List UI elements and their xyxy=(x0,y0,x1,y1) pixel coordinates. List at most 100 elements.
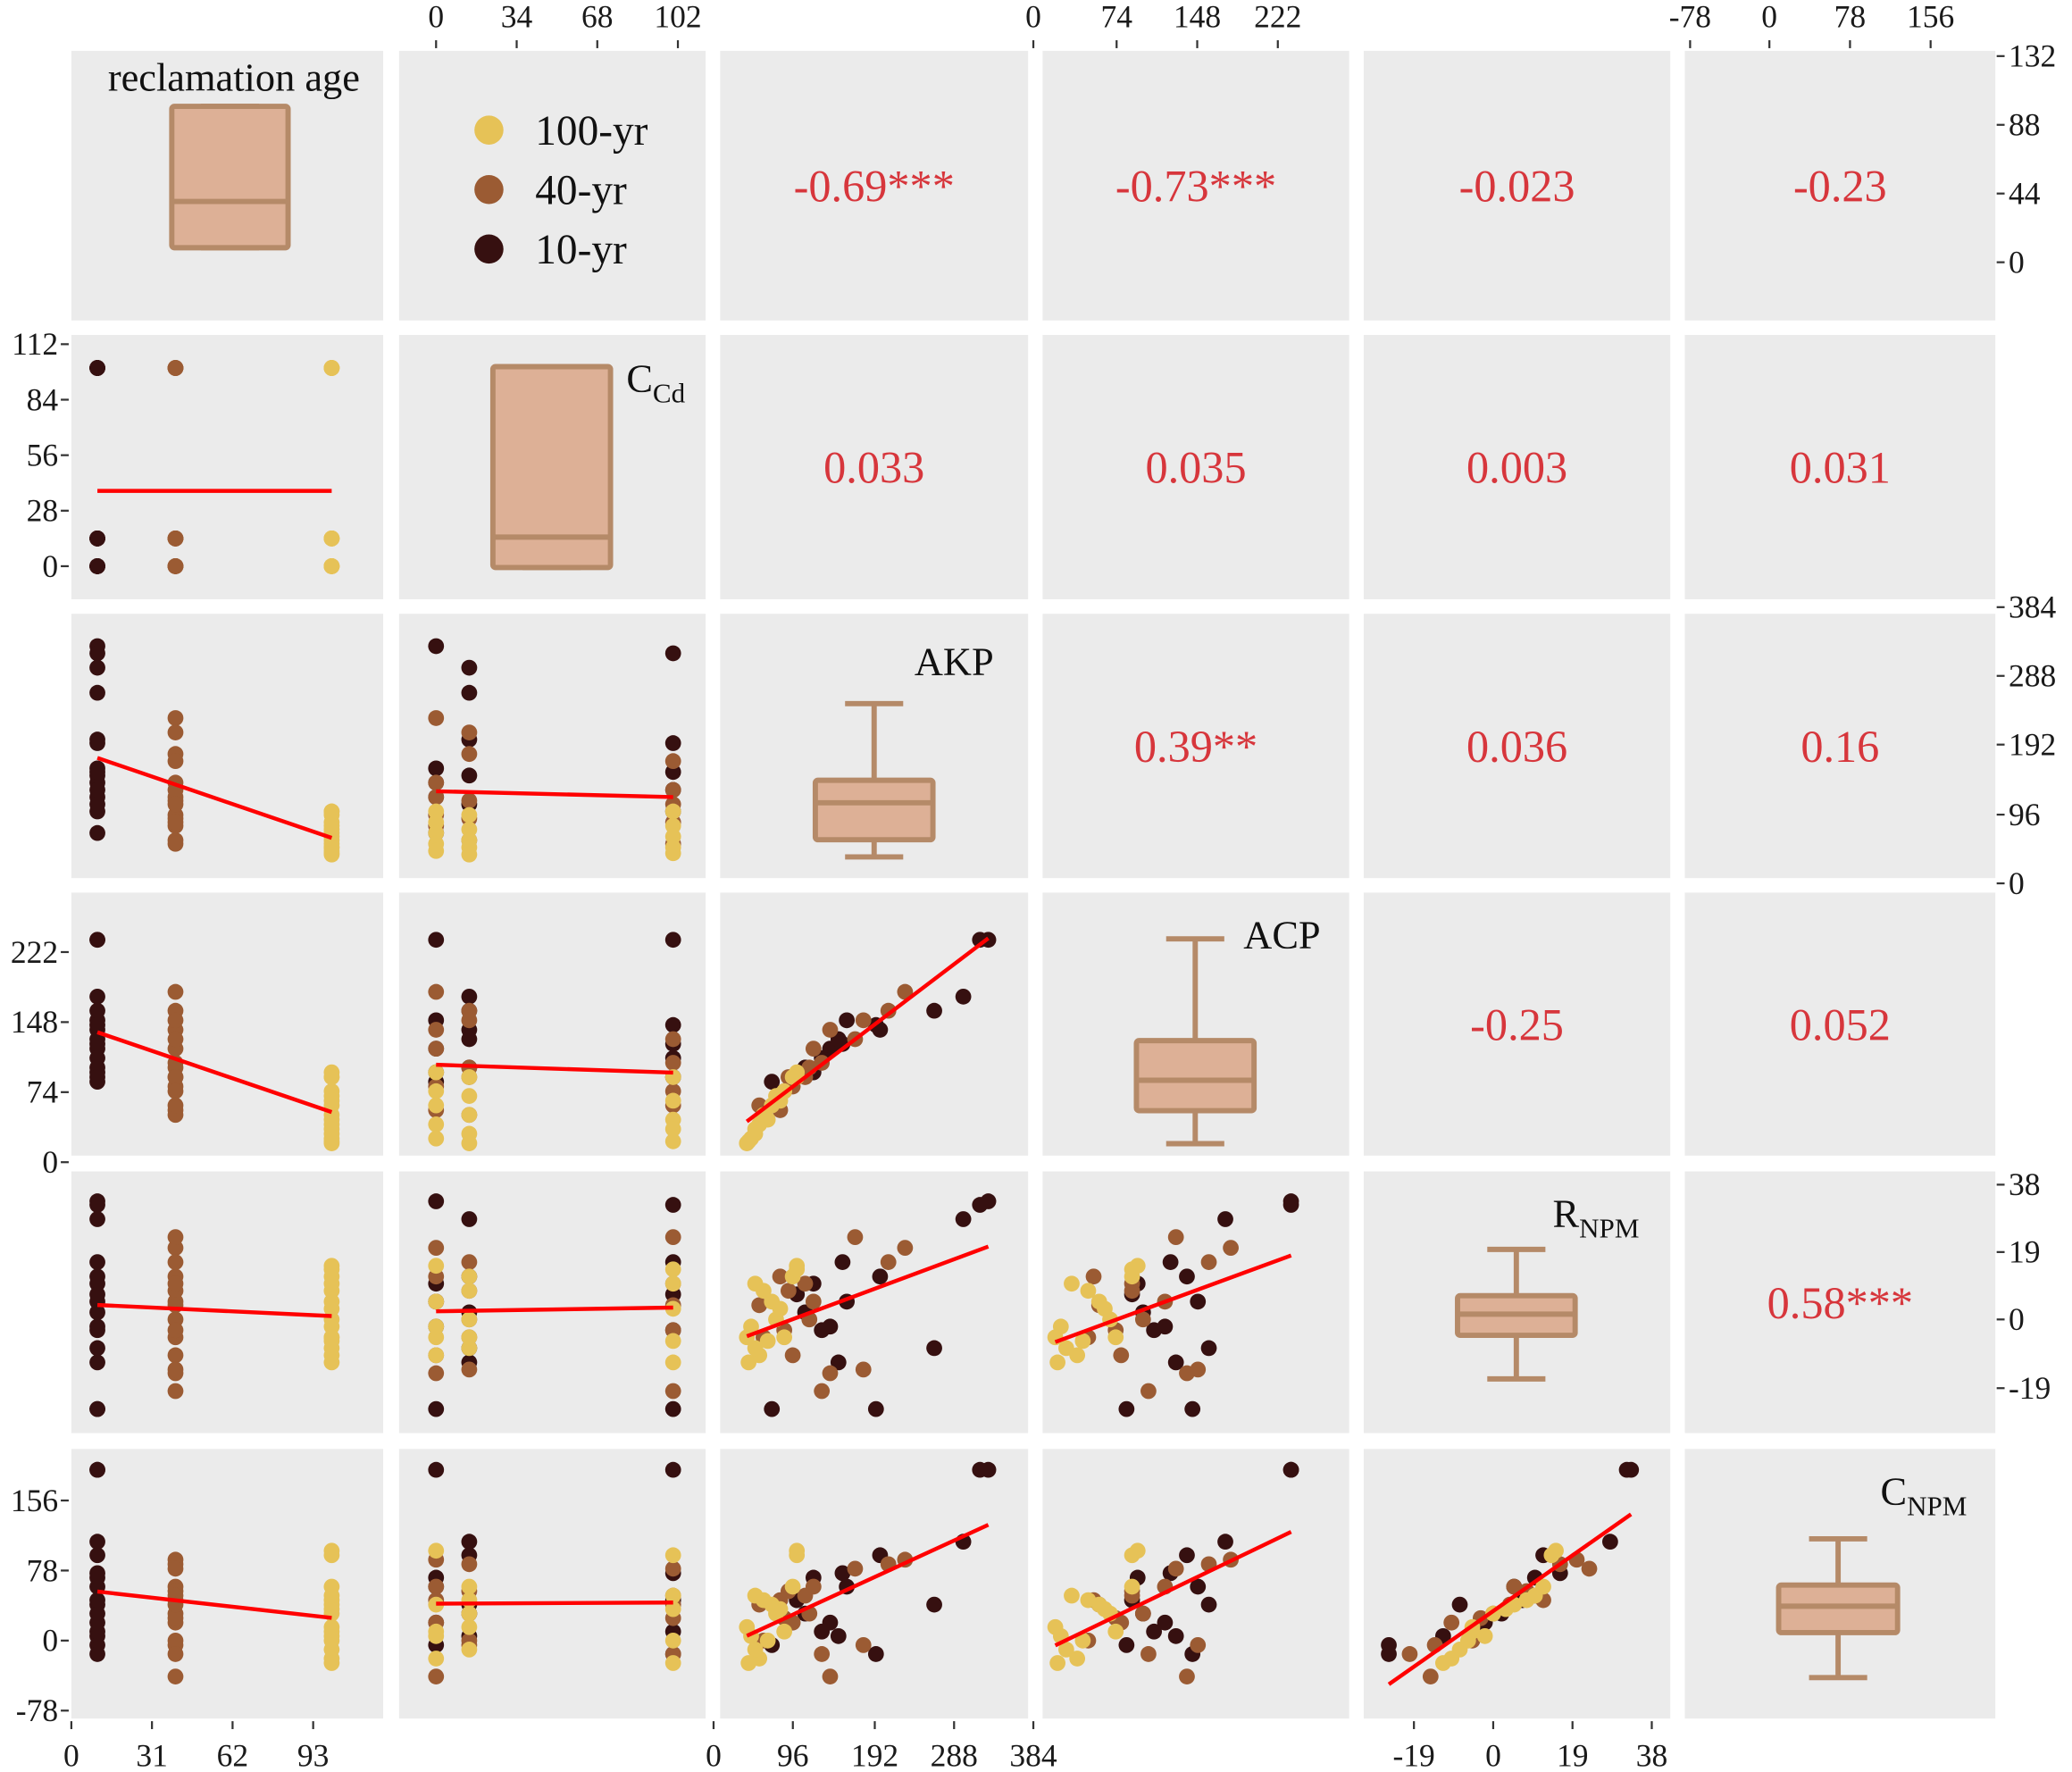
axis-tick-label: 74 xyxy=(27,1074,59,1110)
data-point xyxy=(89,659,105,676)
data-point xyxy=(1167,1560,1184,1577)
data-point xyxy=(1543,1547,1560,1564)
data-point xyxy=(847,1560,864,1577)
variable-label: reclamation age xyxy=(108,54,360,99)
data-point xyxy=(1179,1268,1195,1285)
data-point xyxy=(764,1074,781,1091)
data-point xyxy=(664,828,681,845)
data-point xyxy=(1113,1347,1130,1364)
data-point xyxy=(1080,1592,1097,1609)
data-point xyxy=(89,824,105,841)
data-point xyxy=(167,1383,184,1400)
data-point xyxy=(805,1293,822,1310)
data-point xyxy=(664,1383,681,1400)
data-point xyxy=(461,1268,478,1285)
data-point xyxy=(89,1268,105,1285)
legend-label: 100-yr xyxy=(535,108,648,155)
axis-tick-label: -19 xyxy=(2009,1370,2051,1406)
panel-r4-c6 xyxy=(1684,892,1996,1156)
data-point xyxy=(664,1547,681,1564)
data-point xyxy=(1146,1322,1163,1339)
data-point xyxy=(323,845,340,862)
regression-line xyxy=(745,936,990,1124)
data-point xyxy=(461,659,478,676)
data-point xyxy=(1217,1211,1233,1227)
data-point xyxy=(784,1347,801,1364)
axis-tick-label: 96 xyxy=(777,1737,809,1772)
data-point xyxy=(89,530,105,547)
data-point xyxy=(89,1623,105,1640)
correlation-label: 0.052 xyxy=(1790,999,1891,1049)
legend-swatch xyxy=(474,115,504,145)
data-point xyxy=(167,1082,184,1099)
correlation-label: 0.58*** xyxy=(1767,1278,1913,1328)
data-point xyxy=(428,1542,445,1559)
data-point xyxy=(461,1088,478,1104)
data-point xyxy=(955,988,972,1005)
axis-tick-label: 0 xyxy=(1761,0,1777,34)
data-point xyxy=(1223,1240,1239,1256)
correlation-label: -0.25 xyxy=(1470,999,1564,1049)
data-point xyxy=(772,1300,789,1317)
data-point xyxy=(461,846,478,863)
data-point xyxy=(89,764,105,781)
data-point xyxy=(1381,1646,1397,1662)
panel-r4-c2 xyxy=(398,892,706,1156)
data-point xyxy=(461,1361,478,1378)
data-point xyxy=(428,1461,445,1478)
data-point xyxy=(89,1035,105,1052)
data-point xyxy=(323,1655,340,1671)
data-point xyxy=(664,845,681,862)
correlation-label: -0.23 xyxy=(1793,162,1887,212)
data-point xyxy=(834,1254,851,1270)
data-point xyxy=(1581,1560,1598,1577)
data-point xyxy=(664,1632,681,1649)
variable-name: AKP xyxy=(915,639,994,683)
data-point xyxy=(428,824,445,841)
data-point xyxy=(1443,1614,1460,1631)
data-point xyxy=(814,1646,831,1662)
data-point xyxy=(1200,1254,1217,1270)
data-point xyxy=(461,1211,478,1227)
variable-label: AKP xyxy=(915,639,994,683)
data-point xyxy=(461,807,478,823)
data-point xyxy=(1074,1632,1091,1649)
axis-tick-label: 84 xyxy=(27,381,59,417)
data-point xyxy=(89,1304,105,1321)
regression-line xyxy=(96,756,333,840)
data-point xyxy=(167,1012,184,1029)
data-point xyxy=(428,803,445,820)
correlation-label: 0.036 xyxy=(1466,722,1567,772)
panel-r3-c5 xyxy=(1363,614,1671,879)
data-point xyxy=(1118,1637,1135,1653)
axis-tick-label: 288 xyxy=(2009,658,2056,694)
data-point xyxy=(89,1016,105,1033)
panel-r2-c5 xyxy=(1363,335,1671,599)
data-point xyxy=(428,760,445,777)
data-point xyxy=(89,1069,105,1085)
regression-line xyxy=(96,1302,332,1318)
data-point xyxy=(461,821,478,838)
regression-line xyxy=(436,1601,673,1606)
axis-tick-label: 19 xyxy=(2009,1234,2041,1270)
data-point xyxy=(759,1333,776,1350)
data-point xyxy=(1074,1333,1091,1350)
data-point xyxy=(323,530,340,547)
data-point xyxy=(428,1097,445,1114)
data-point xyxy=(1069,1651,1086,1667)
data-point xyxy=(1190,1361,1207,1378)
axis-tick-label: 222 xyxy=(11,934,58,970)
data-point xyxy=(89,1565,105,1582)
data-point xyxy=(89,1002,105,1019)
panel-r1-c6 xyxy=(1684,50,1996,321)
data-point xyxy=(1167,1354,1184,1371)
data-point xyxy=(428,1130,445,1147)
data-point xyxy=(461,1578,478,1595)
data-point xyxy=(461,1642,478,1658)
data-point xyxy=(839,1012,855,1029)
data-point xyxy=(428,1596,445,1613)
data-point xyxy=(323,360,340,376)
variable-subscript: NPM xyxy=(1579,1213,1639,1244)
data-point xyxy=(323,1133,340,1149)
data-point xyxy=(1476,1627,1493,1644)
